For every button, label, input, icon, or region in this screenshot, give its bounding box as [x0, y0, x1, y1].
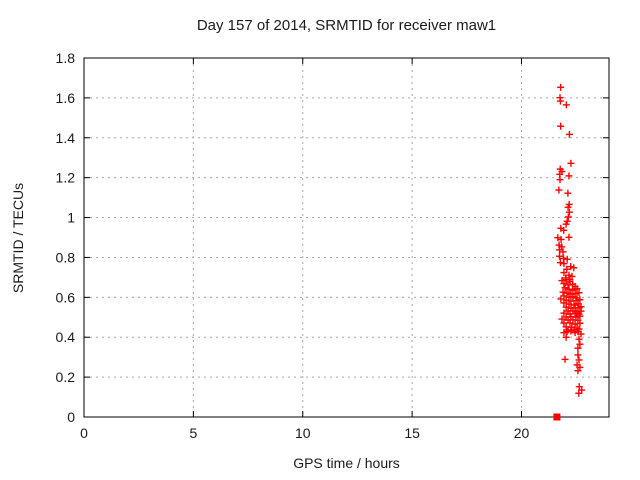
x-tick-label: 10 [295, 425, 311, 441]
y-tick-label: 0 [67, 409, 75, 425]
x-tick-label: 15 [404, 425, 420, 441]
y-tick-label: 0.8 [56, 249, 76, 265]
y-tick-label: 0.2 [56, 369, 76, 385]
x-axis-label: GPS time / hours [293, 455, 400, 471]
y-tick-label: 1.6 [56, 90, 76, 106]
y-tick-label: 1.8 [56, 50, 76, 66]
y-tick-label: 0.4 [56, 329, 76, 345]
x-tick-label: 20 [514, 425, 530, 441]
y-tick-label: 1 [67, 210, 75, 226]
y-tick-label: 1.4 [56, 130, 76, 146]
chart-title: Day 157 of 2014, SRMTID for receiver maw… [196, 17, 497, 34]
data-point-square [553, 413, 561, 421]
plot-border [83, 57, 610, 418]
x-tick-label: 5 [189, 425, 197, 441]
x-tick-label: 0 [80, 425, 88, 441]
y-tick-label: 1.2 [56, 170, 76, 186]
y-tick-label: 0.6 [56, 289, 76, 305]
